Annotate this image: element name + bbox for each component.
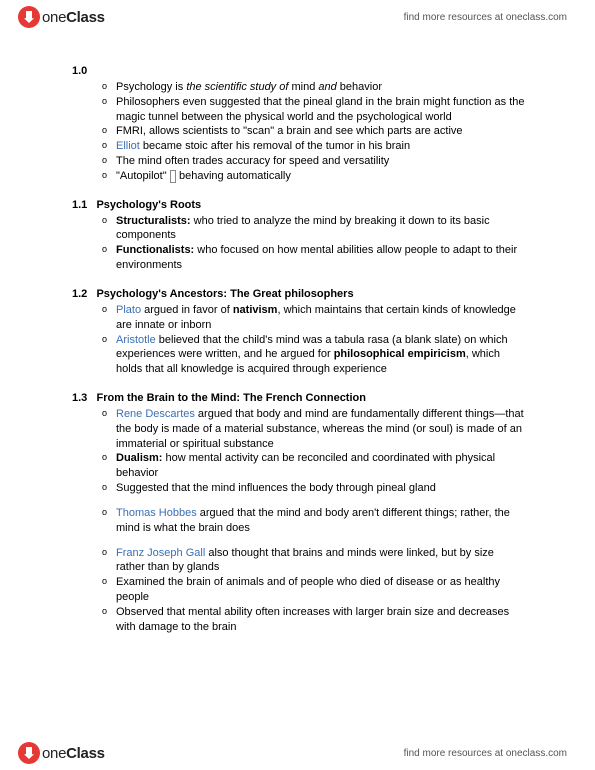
list-item: The mind often trades accuracy for speed… — [102, 154, 525, 169]
logo-text: oneClass — [42, 745, 105, 762]
list-item: Plato argued in favor of nativism, which… — [102, 303, 525, 333]
list-item: Elliot became stoic after his removal of… — [102, 139, 525, 154]
logo-icon — [18, 742, 40, 764]
section-heading: 1.2 Psychology's Ancestors: The Great ph… — [72, 287, 525, 302]
list-item: Functionalists: who focused on how menta… — [102, 243, 525, 273]
list-item: Observed that mental ability often incre… — [102, 605, 525, 635]
list-item: Structuralists: who tried to analyze the… — [102, 214, 525, 244]
list-item: Franz Joseph Gall also thought that brai… — [102, 546, 525, 576]
list-item: Examined the brain of animals and of peo… — [102, 575, 525, 605]
logo: oneClass — [18, 742, 105, 764]
list-item: Philosophers even suggested that the pin… — [102, 95, 525, 125]
page-footer: oneClass find more resources at oneclass… — [0, 736, 595, 770]
logo-text: oneClass — [42, 9, 105, 26]
section-heading: 1.1 Psychology's Roots — [72, 198, 525, 213]
list-item: Psychology is the scientific study of mi… — [102, 80, 525, 95]
list-item: Dualism: how mental activity can be reco… — [102, 451, 525, 481]
section: 1.3 From the Brain to the Mind: The Fren… — [72, 391, 525, 635]
list-item: Rene Descartes argued that body and mind… — [102, 407, 525, 452]
section-heading: 1.0 — [72, 64, 525, 79]
list-item: FMRI, allows scientists to "scan" a brai… — [102, 124, 525, 139]
section: 1.2 Psychology's Ancestors: The Great ph… — [72, 287, 525, 377]
list-item: Suggested that the mind influences the b… — [102, 481, 525, 496]
bullet-list: Structuralists: who tried to analyze the… — [72, 214, 525, 273]
bullet-list: Rene Descartes argued that body and mind… — [72, 407, 525, 635]
list-item: Thomas Hobbes argued that the mind and b… — [102, 506, 525, 536]
list-item: "Autopilot" behaving automatically — [102, 169, 525, 184]
document-body: 1.0Psychology is the scientific study of… — [72, 64, 525, 649]
footer-tagline: find more resources at oneclass.com — [404, 748, 567, 759]
bullet-list: Plato argued in favor of nativism, which… — [72, 303, 525, 377]
list-item: Aristotle believed that the child's mind… — [102, 333, 525, 378]
header-tagline: find more resources at oneclass.com — [404, 12, 567, 23]
page-header: oneClass find more resources at oneclass… — [0, 0, 595, 34]
logo-icon — [18, 6, 40, 28]
section: 1.0Psychology is the scientific study of… — [72, 64, 525, 184]
bullet-list: Psychology is the scientific study of mi… — [72, 80, 525, 184]
logo: oneClass — [18, 6, 105, 28]
section: 1.1 Psychology's RootsStructuralists: wh… — [72, 198, 525, 273]
section-heading: 1.3 From the Brain to the Mind: The Fren… — [72, 391, 525, 406]
